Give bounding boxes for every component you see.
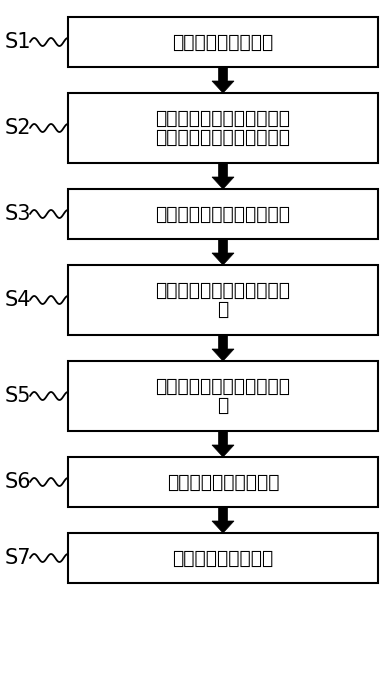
Bar <box>68 265 378 335</box>
Bar <box>68 93 378 163</box>
Bar <box>68 457 378 507</box>
Text: 生成高温气体，加速煤炭反: 生成高温气体，加速煤炭反 <box>156 282 291 300</box>
Polygon shape <box>212 163 234 189</box>
Bar <box>68 17 378 67</box>
Bar <box>68 533 378 583</box>
Polygon shape <box>212 335 234 361</box>
Text: S7: S7 <box>5 548 32 568</box>
Text: S2: S2 <box>5 118 32 138</box>
Text: S5: S5 <box>5 386 32 406</box>
Text: 安装煤炭地下气化辅助装置: 安装煤炭地下气化辅助装置 <box>156 205 291 223</box>
Text: S1: S1 <box>5 32 32 52</box>
Text: 通道相交叉的煤层气生产井: 通道相交叉的煤层气生产井 <box>156 128 291 146</box>
Polygon shape <box>212 507 234 533</box>
Polygon shape <box>212 67 234 93</box>
Text: S3: S3 <box>5 204 32 224</box>
Bar <box>68 189 378 239</box>
Text: 高温气体进入煤层气产出通: 高温气体进入煤层气产出通 <box>156 377 291 396</box>
Text: S4: S4 <box>5 290 32 310</box>
Text: S6: S6 <box>5 472 32 492</box>
Text: 高温气体加热目标煤层: 高温气体加热目标煤层 <box>167 473 279 491</box>
Text: 形成与煤炭地下气化的气化: 形成与煤炭地下气化的气化 <box>156 109 291 128</box>
Polygon shape <box>212 431 234 457</box>
Text: 应: 应 <box>217 300 229 319</box>
Text: 煤层气井排出煤层气: 煤层气井排出煤层气 <box>172 548 274 567</box>
Text: 道: 道 <box>217 396 229 415</box>
Text: 连通注气井与产气井: 连通注气井与产气井 <box>172 32 274 52</box>
Bar <box>68 361 378 431</box>
Polygon shape <box>212 239 234 265</box>
